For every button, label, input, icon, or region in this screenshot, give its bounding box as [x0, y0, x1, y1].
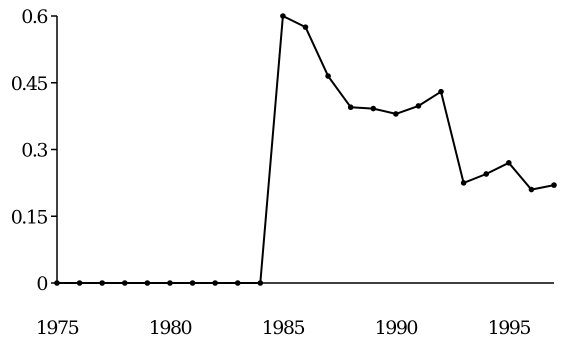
data-point	[54, 280, 60, 286]
x-tick-label: 1975	[36, 317, 79, 339]
x-axis-ticks: 1975 1980 1985 1990 1995	[36, 317, 532, 339]
x-tick-label: 1985	[262, 317, 305, 339]
data-point	[257, 280, 264, 286]
data-point	[347, 104, 354, 111]
y-tick-label: 0.15	[11, 206, 48, 228]
y-tick-label: 0	[36, 273, 47, 295]
data-point	[121, 280, 128, 286]
y-axis-ticks: 0 0.15 0.3 0.45 0.6	[11, 6, 57, 295]
data-point	[212, 280, 218, 286]
data-point	[167, 280, 173, 286]
x-tick-label: 1995	[488, 317, 531, 339]
data-point	[393, 111, 399, 117]
data-point	[483, 171, 490, 177]
series-line	[57, 15, 555, 284]
data-point	[438, 88, 444, 95]
data-point	[370, 105, 377, 112]
data-point	[506, 160, 512, 166]
data-point	[528, 186, 535, 193]
data-point	[189, 280, 196, 286]
data-point	[144, 280, 151, 286]
y-tick-label: 0.3	[21, 140, 47, 162]
data-point	[280, 13, 286, 19]
series-layer	[54, 13, 557, 286]
y-tick-label: 0.45	[11, 73, 48, 95]
x-tick-label: 1980	[149, 317, 192, 339]
data-point	[460, 180, 467, 186]
data-point	[76, 280, 83, 286]
data-point	[99, 280, 105, 286]
axes	[56, 16, 554, 284]
data-point	[415, 103, 422, 109]
data-point	[302, 24, 309, 30]
data-point	[234, 280, 241, 286]
data-point	[551, 182, 557, 188]
y-tick-label: 0.6	[21, 6, 47, 28]
data-point	[325, 73, 331, 79]
x-tick-label: 1990	[375, 317, 418, 339]
